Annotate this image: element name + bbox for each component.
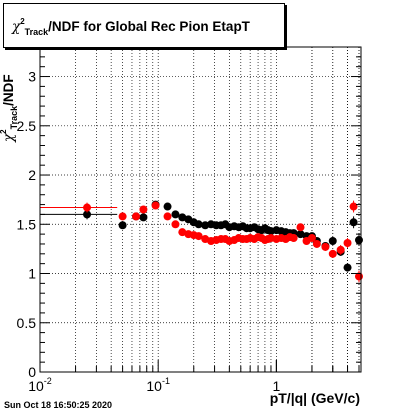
data-point xyxy=(178,228,187,237)
data-point xyxy=(349,202,358,211)
data-point xyxy=(171,220,180,229)
timestamp: Sun Oct 18 16:50:25 2020 xyxy=(4,400,113,410)
data-point xyxy=(194,220,203,229)
data-point xyxy=(328,237,337,246)
y-tick-label: 3 xyxy=(28,69,36,85)
title-sup: 2 xyxy=(20,17,25,26)
axis-layer: 10-2 10-1 1 0 0.5 1 1.5 2 2.5 3 xyxy=(17,46,361,394)
data-point xyxy=(328,249,337,258)
data-point xyxy=(343,263,352,272)
data-point xyxy=(296,223,305,232)
x-tick-label: 10-2 xyxy=(28,376,52,394)
y-tick-label: 2.5 xyxy=(17,118,37,134)
data-point xyxy=(194,232,203,241)
data-point xyxy=(151,201,160,210)
data-point xyxy=(163,202,172,211)
series-red xyxy=(83,200,363,283)
data-point xyxy=(83,203,92,212)
chart-title: χ2Track/NDF for Global Rec Pion EtapT xyxy=(12,17,250,37)
y-tick-label: 0.5 xyxy=(17,315,37,331)
data-point xyxy=(343,238,352,247)
x-tick-label: 1 xyxy=(272,378,280,394)
data-point xyxy=(336,245,345,254)
data-point xyxy=(118,221,127,230)
y-tick-label: 1 xyxy=(28,266,36,282)
x-axis-label: pT/|q| (GeV/c) xyxy=(269,390,360,406)
data-point xyxy=(321,242,330,251)
y-axis-label: χ2Track/NDF xyxy=(0,74,19,142)
grid-layer xyxy=(40,47,361,372)
y-tick-label: 1.5 xyxy=(17,216,37,232)
ylabel-suffix: /NDF xyxy=(1,74,16,106)
ylabel-sub: Track xyxy=(9,105,19,130)
data-point xyxy=(132,212,141,221)
title-box: χ2Track/NDF for Global Rec Pion EtapT xyxy=(3,3,285,48)
title-sub: Track xyxy=(24,27,49,37)
data-layer xyxy=(83,200,363,283)
x-tick-label: 10-1 xyxy=(146,376,170,394)
data-point xyxy=(289,234,298,243)
data-point xyxy=(307,234,316,243)
data-point xyxy=(139,205,148,214)
y-tick-label: 2 xyxy=(28,167,36,183)
data-point xyxy=(296,230,305,239)
title-suffix: /NDF for Global Rec Pion EtapT xyxy=(48,19,250,34)
data-point xyxy=(139,213,148,222)
data-point xyxy=(312,239,321,248)
data-point xyxy=(354,236,363,245)
ylabel-sup: 2 xyxy=(0,129,8,133)
ylabel-chi: χ xyxy=(1,133,17,142)
data-point xyxy=(171,210,180,219)
y-tick-label: 0 xyxy=(28,364,36,380)
data-point xyxy=(118,212,127,221)
title-chi: χ xyxy=(12,19,21,35)
data-point xyxy=(349,218,358,227)
data-point xyxy=(178,213,187,222)
reference-lines xyxy=(40,207,118,215)
data-point xyxy=(163,212,172,221)
data-point xyxy=(83,210,92,219)
